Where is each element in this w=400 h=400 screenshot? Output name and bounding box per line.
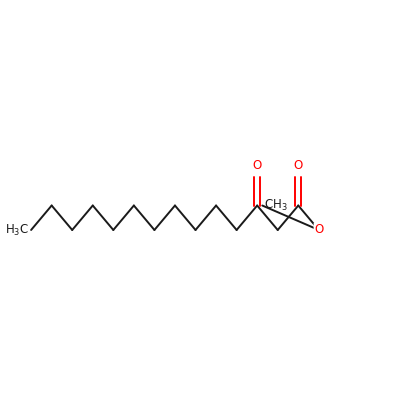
Text: O: O (314, 224, 324, 236)
Text: CH$_3$: CH$_3$ (264, 198, 288, 213)
Text: H$_3$C: H$_3$C (5, 222, 29, 238)
Text: O: O (252, 159, 262, 172)
Text: O: O (294, 159, 303, 172)
